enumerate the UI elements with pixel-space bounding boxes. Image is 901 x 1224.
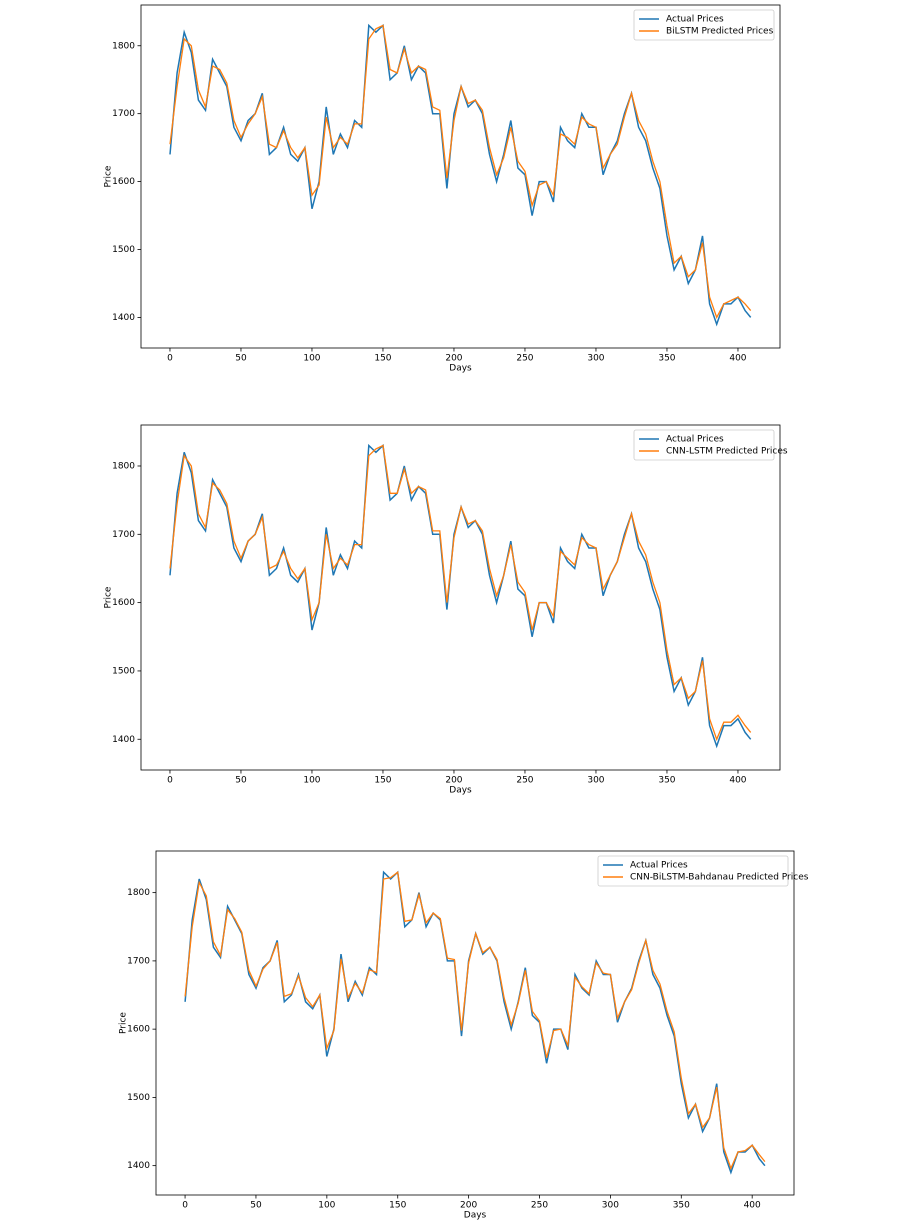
x-tick-label: 350 — [658, 354, 675, 364]
y-tick-label: 1800 — [112, 461, 135, 471]
y-tick-label: 1800 — [112, 41, 135, 51]
x-tick-label: 200 — [460, 1201, 477, 1211]
legend-label: CNN-BiLSTM-Bahdanau Predicted Prices — [630, 873, 809, 883]
x-tick-label: 0 — [167, 776, 173, 786]
legend-box — [633, 9, 775, 41]
x-tick-label: 400 — [744, 1201, 761, 1211]
x-tick-label: 50 — [235, 354, 247, 364]
x-tick-label: 0 — [182, 1201, 188, 1211]
x-tick-label: 200 — [445, 354, 462, 364]
plot-frame — [155, 850, 795, 1196]
price-line — [169, 23, 752, 327]
y-tick-label: 1600 — [127, 1025, 150, 1035]
x-tick-label: 400 — [729, 354, 746, 364]
y-tick-label: 1700 — [127, 956, 150, 966]
x-tick-label: 150 — [389, 1201, 406, 1211]
x-tick-label: 0 — [167, 354, 173, 364]
y-tick-label: 1400 — [112, 313, 135, 323]
legend-label: BiLSTM Predicted Prices — [666, 27, 774, 37]
legend-label: Actual Prices — [666, 15, 724, 25]
x-tick-label: 150 — [374, 354, 391, 364]
x-tick-label: 250 — [516, 776, 533, 786]
legend-label: Actual Prices — [630, 861, 688, 871]
y-tick-label: 1700 — [112, 530, 135, 540]
y-tick-label: 1600 — [112, 177, 135, 187]
x-tick-label: 350 — [658, 776, 675, 786]
x-tick-label: 100 — [303, 776, 320, 786]
chart: 0 50 100 150 200 250 300 350 400 1400 1500 1600 1700… — [119, 850, 809, 1221]
x-tick-label: 350 — [673, 1201, 690, 1211]
chart: 0 50 100 150 200 250 300 350 400 1400 1500 1600 1700… — [104, 4, 781, 374]
plot-frame — [140, 424, 781, 771]
y-tick-label: 1600 — [112, 598, 135, 608]
y-tick-label: 1400 — [127, 1161, 150, 1171]
x-tick-label: 400 — [729, 776, 746, 786]
x-tick-label: 100 — [303, 354, 320, 364]
x-axis-label: Days — [449, 364, 472, 374]
plot-frame — [140, 4, 781, 349]
x-tick-label: 300 — [587, 354, 604, 364]
y-axis-label: Price — [104, 586, 114, 608]
y-tick-label: 1500 — [127, 1093, 150, 1103]
y-tick-label: 1500 — [112, 245, 135, 255]
price-line — [169, 24, 752, 320]
x-tick-label: 50 — [235, 776, 247, 786]
y-tick-label: 1800 — [127, 888, 150, 898]
y-axis-label: Price — [119, 1012, 129, 1034]
price-line — [169, 443, 752, 749]
price-line — [184, 871, 766, 1171]
y-axis-label: Price — [104, 165, 114, 187]
x-axis-label: Days — [464, 1211, 487, 1221]
price-line — [184, 870, 766, 1175]
x-tick-label: 250 — [516, 354, 533, 364]
x-axis-label: Days — [449, 786, 472, 796]
y-tick-label: 1500 — [112, 666, 135, 676]
price-line — [169, 444, 752, 742]
legend-label: CNN-LSTM Predicted Prices — [666, 447, 788, 457]
x-tick-label: 200 — [445, 776, 462, 786]
legend-box — [597, 855, 789, 887]
x-tick-label: 100 — [318, 1201, 335, 1211]
x-tick-label: 300 — [587, 776, 604, 786]
y-tick-label: 1700 — [112, 109, 135, 119]
x-tick-label: 150 — [374, 776, 391, 786]
x-tick-label: 250 — [531, 1201, 548, 1211]
x-tick-label: 50 — [250, 1201, 262, 1211]
legend-box — [633, 429, 775, 461]
legend-label: Actual Prices — [666, 435, 724, 445]
chart: 0 50 100 150 200 250 300 350 400 1400 1500 1600 1700… — [104, 424, 788, 796]
y-tick-label: 1400 — [112, 735, 135, 745]
x-tick-label: 300 — [602, 1201, 619, 1211]
